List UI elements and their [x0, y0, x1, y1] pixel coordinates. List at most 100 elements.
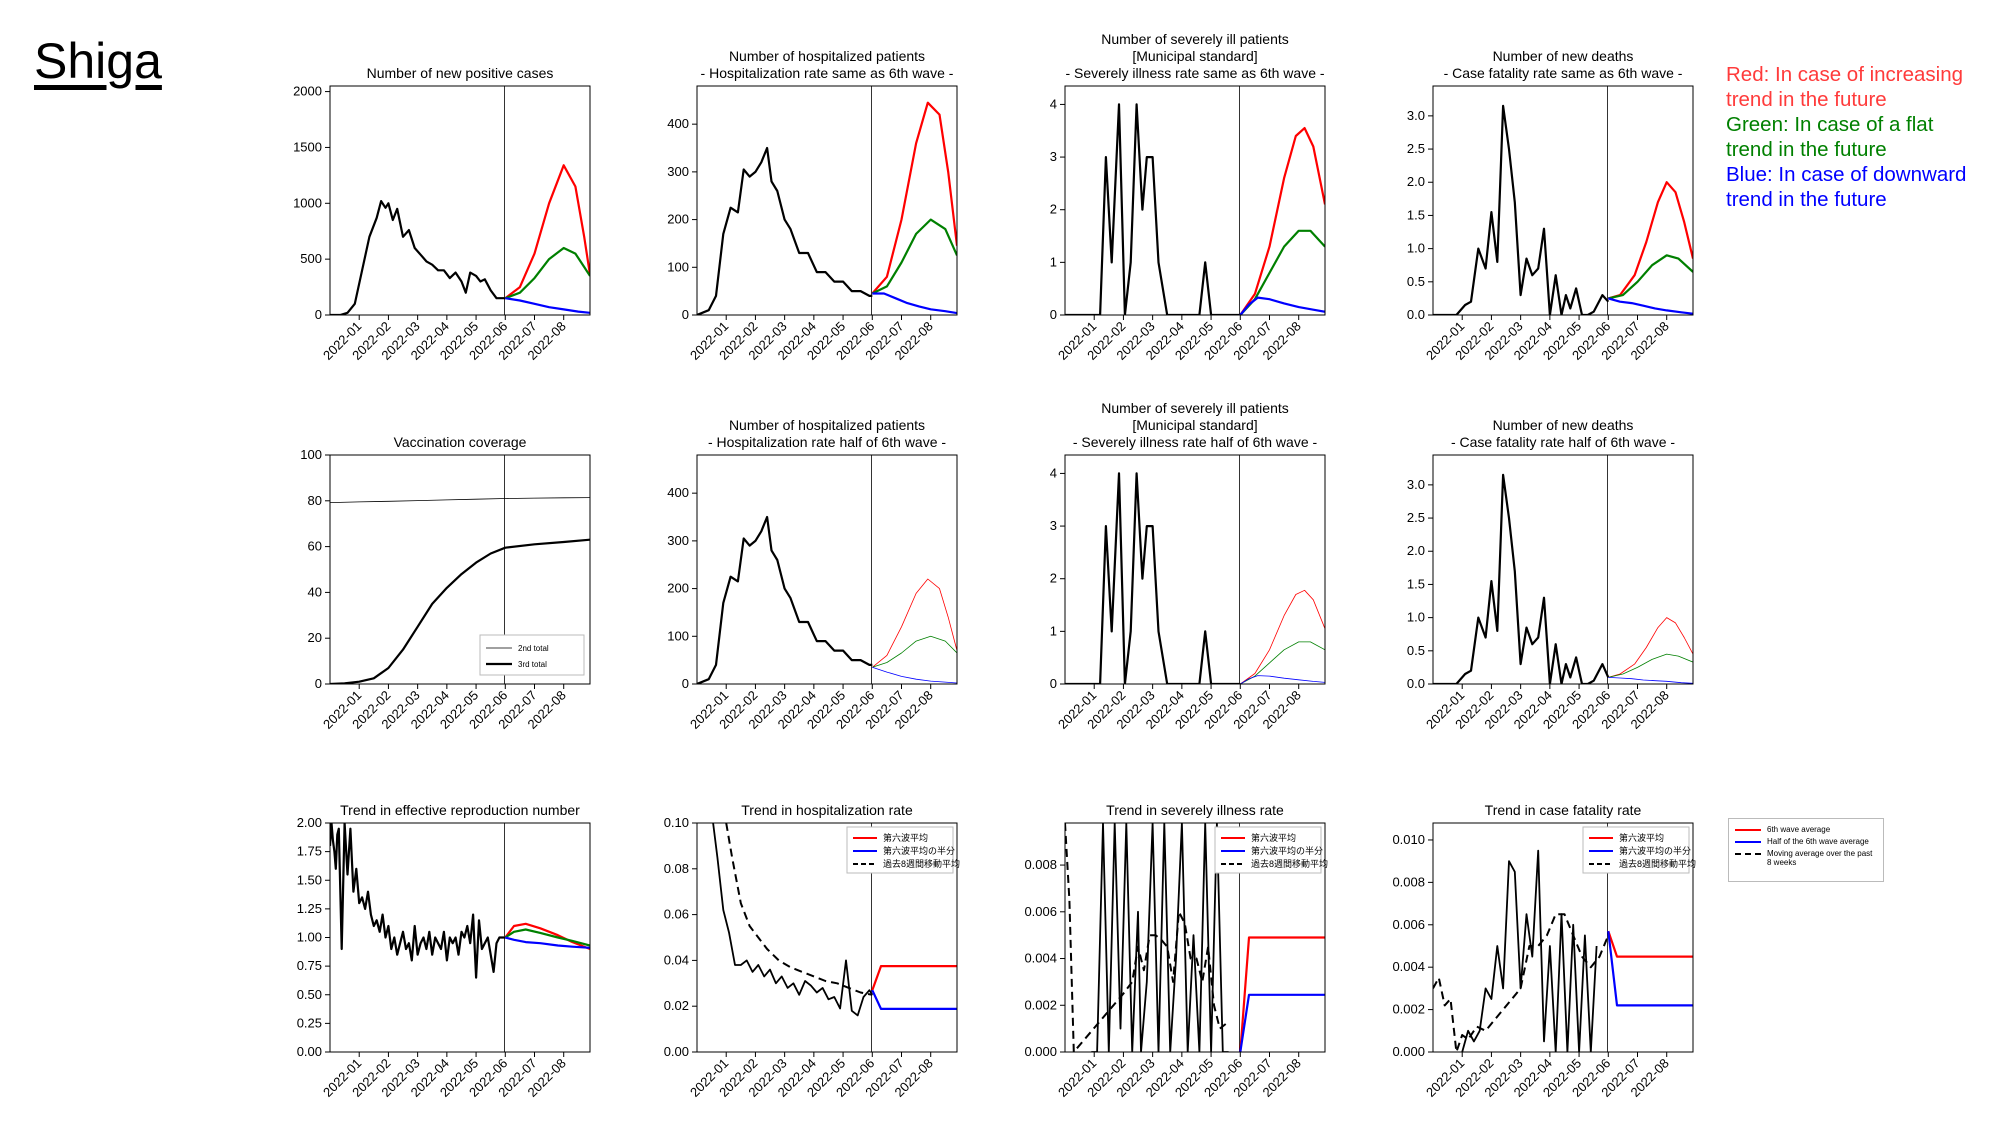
series-group [1065, 472, 1325, 684]
y-tick-label: 0.75 [297, 958, 322, 973]
y-tick-label: 3.0 [1407, 108, 1425, 123]
y-tick-label: 40 [308, 584, 322, 599]
y-tick-label: 0.5 [1407, 274, 1425, 289]
y-tick-label: 1000 [293, 195, 322, 210]
legend-label: 過去8週間移動平均 [1619, 858, 1696, 869]
series-line-increasing [871, 101, 957, 295]
y-tick-label: 0.0 [1407, 676, 1425, 691]
chart-title: Trend in severely illness rate [1106, 802, 1284, 818]
chart-panel: Trend in effective reproduction number 0.… [297, 802, 591, 1100]
series-line-observed [1065, 103, 1241, 315]
y-tick-label: 100 [667, 628, 689, 643]
chart-panel: Number of new positive cases 0 500 1000 1500… [293, 65, 591, 363]
series-line-increasing [872, 578, 957, 668]
y-tick-label: 1.00 [297, 930, 322, 945]
y-tick-label: 0 [682, 307, 689, 322]
series-line-half-of-6th-wave-average [1607, 930, 1693, 1007]
series-line-flat [871, 218, 957, 295]
chart-title: - Severely illness rate half of 6th wave… [1073, 434, 1318, 450]
y-tick-label: 300 [667, 533, 689, 548]
legend-label: 第六波平均の半分 [1619, 845, 1691, 856]
chart-title: - Case fatality rate same as 6th wave - [1444, 65, 1683, 81]
scenario-legend: Red: In case of increasing trend in the … [1726, 62, 1976, 212]
rate-legend-label: Half of the 6th wave average [1767, 837, 1869, 846]
plot-frame [696, 85, 958, 316]
y-tick-label: 2000 [293, 84, 322, 99]
legend-downward: Blue: In case of downward trend in the f… [1726, 163, 1967, 211]
y-tick-label: 0 [1050, 307, 1057, 322]
series-line-observed [330, 823, 506, 979]
y-tick-label: 4 [1050, 465, 1057, 480]
series-group [1065, 103, 1325, 315]
series-group [330, 164, 590, 315]
plot-frame [1432, 454, 1694, 685]
y-tick-label: 500 [300, 251, 322, 266]
series-line-downward [1608, 677, 1693, 684]
page-title: Shiga [34, 33, 162, 89]
chart-title: Vaccination coverage [394, 434, 527, 450]
y-tick-label: 0.10 [664, 815, 689, 830]
series-line-flat [872, 635, 957, 668]
chart-title: Number of new deaths [1493, 417, 1634, 433]
y-tick-label: 0 [682, 676, 689, 691]
chart-title: - Hospitalization rate half of 6th wave … [708, 434, 946, 450]
series-line-2nd-total [330, 497, 590, 503]
legend-flat: Green: In case of a flat trend in the fu… [1726, 113, 1934, 161]
series-group [697, 515, 957, 684]
y-tick-label: 4 [1050, 96, 1057, 111]
chart-title: [Municipal standard] [1132, 48, 1257, 64]
y-tick-label: 0.00 [664, 1044, 689, 1059]
legend-label: 第六波平均の半分 [883, 845, 955, 856]
y-tick-label: 100 [300, 447, 322, 462]
y-tick-label: 0.50 [297, 987, 322, 1002]
series-line-moving-average [1433, 913, 1610, 1052]
chart-panel: Trend in severely illness rate 0.000 0.002… [1024, 802, 1328, 1100]
y-tick-label: 0.000 [1024, 1044, 1057, 1059]
y-tick-label: 2.5 [1407, 510, 1425, 525]
chart-title: Trend in hospitalization rate [741, 802, 913, 818]
series-line-observed [1433, 104, 1610, 315]
chart-panel: Number of new deaths- Case fatality rate… [1407, 48, 1694, 363]
chart-title: Trend in case fatality rate [1485, 802, 1642, 818]
chart-title: Number of new positive cases [367, 65, 554, 81]
y-tick-label: 80 [308, 493, 322, 508]
legend-label: 過去8週間移動平均 [1251, 858, 1328, 869]
vaccination-legend-box [479, 634, 585, 676]
series-line-flat [1608, 254, 1693, 300]
series-line-flat [504, 928, 590, 947]
rate-legend-row-6th-wave: 6th wave average [1735, 825, 1879, 834]
chart-panel: Number of hospitalized patients- Hospita… [667, 48, 958, 363]
series-line-observed [330, 200, 506, 315]
rate-legend-label: 6th wave average [1767, 825, 1831, 834]
y-tick-label: 60 [308, 539, 322, 554]
y-tick-label: 0.004 [1024, 951, 1057, 966]
chart-panel: Number of severely ill patients[Municipa… [1050, 400, 1326, 732]
series-line-6th-wave-average [1239, 936, 1325, 1052]
chart-title: Number of hospitalized patients [729, 417, 925, 433]
series-line-downward [1240, 675, 1325, 684]
series-line-observed [1461, 849, 1598, 1052]
plot-frame [1432, 822, 1694, 1053]
series-line-flat [504, 246, 590, 300]
series-line-flat [1240, 641, 1325, 684]
chart-title: Number of severely ill patients [1101, 31, 1289, 47]
legend-label: 第六波平均 [1619, 832, 1664, 843]
y-tick-label: 1 [1050, 623, 1057, 638]
y-tick-label: 0.000 [1392, 1044, 1425, 1059]
legend-label: 過去8週間移動平均 [883, 858, 960, 869]
y-tick-label: 3 [1050, 518, 1057, 533]
y-tick-label: 200 [667, 212, 689, 227]
y-tick-label: 0.006 [1392, 917, 1425, 932]
y-tick-label: 400 [667, 116, 689, 131]
plot-frame [329, 85, 591, 316]
y-tick-label: 20 [308, 630, 322, 645]
y-tick-label: 2.5 [1407, 141, 1425, 156]
y-tick-label: 1.25 [297, 901, 322, 916]
rate-legend-label: Moving average over the past 8 weeks [1767, 849, 1873, 867]
legend-label: 第六波平均 [883, 832, 928, 843]
series-line-6th-wave-average [1607, 930, 1693, 958]
series-group [330, 823, 590, 979]
y-tick-label: 1.75 [297, 844, 322, 859]
legend-label: 第六波平均の半分 [1251, 845, 1323, 856]
